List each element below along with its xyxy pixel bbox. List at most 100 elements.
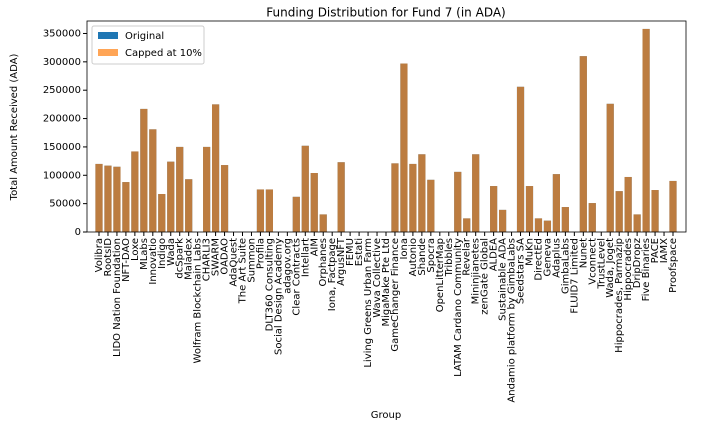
bar — [499, 209, 507, 232]
bar — [149, 129, 157, 232]
bar — [319, 214, 327, 232]
x-tick-label: MLabs — [139, 238, 150, 270]
x-tick-label: Wava Collective — [372, 238, 383, 318]
bar — [131, 151, 139, 232]
bar — [337, 162, 345, 232]
x-tick-label: Wada, Joget — [605, 238, 616, 298]
x-tick-label: Wolfram Blockchain Labs — [193, 238, 204, 363]
bar — [633, 214, 641, 232]
x-tick-label: Estati — [354, 238, 365, 266]
y-tick-label: 350000 — [43, 28, 81, 39]
bar — [427, 179, 435, 232]
bar — [220, 165, 229, 232]
x-tick-label: Orphanes — [318, 238, 329, 287]
x-tick-label: AIM — [309, 238, 320, 256]
x-tick-label: MuKn — [525, 238, 536, 266]
x-tick-label: FEMU — [345, 238, 356, 266]
bar — [472, 154, 480, 232]
x-tick-label: GimbaLabs — [560, 238, 571, 294]
bar — [534, 218, 543, 232]
y-tick-label: 100000 — [43, 170, 81, 181]
bar — [256, 189, 265, 232]
x-tick-label: zenGate Global — [480, 238, 491, 315]
bar — [418, 154, 426, 232]
y-tick-label: 200000 — [43, 114, 81, 125]
x-tick-label: Indigo — [157, 238, 168, 269]
bar — [579, 56, 587, 232]
x-tick-label: PACE — [650, 238, 661, 263]
x-tick-label: DLT360 Consulting — [264, 238, 275, 331]
x-tick-label: Autonio — [408, 238, 419, 276]
x-tick-label: Iona — [399, 238, 410, 260]
x-tick-label: The Art Suite — [238, 238, 249, 304]
x-tick-label: Loxe — [130, 238, 141, 261]
x-tick-label: Proofspace — [668, 238, 679, 293]
bar — [400, 63, 408, 233]
x-tick-label: OADAO — [220, 238, 231, 275]
y-tick-label: 300000 — [43, 57, 81, 68]
plot-frame — [86, 20, 687, 233]
bar — [624, 176, 632, 232]
x-tick-label: Five Binaries — [641, 238, 652, 301]
x-tick-label: CHARLI3 — [202, 238, 213, 281]
x-tick-label: IAMX — [659, 238, 670, 263]
x-tick-label: Adaplus — [551, 238, 562, 278]
bar — [669, 180, 677, 232]
x-tick-label: Social Design Academy — [273, 238, 284, 355]
x-tick-label: Mininjianetes — [471, 238, 482, 304]
legend-box — [91, 25, 205, 65]
legend-swatch — [98, 49, 118, 56]
x-tick-label: Summon — [246, 238, 257, 283]
x-tick-label: Clear Contracts — [291, 238, 302, 316]
bar — [104, 165, 112, 232]
bar — [552, 174, 560, 232]
bar — [409, 163, 417, 232]
x-tick-label: LIDO Nation Foundation — [112, 238, 123, 357]
x-tick-label: Maladex — [184, 238, 195, 280]
bar — [158, 193, 166, 232]
legend-swatch — [98, 32, 118, 39]
bar — [95, 163, 103, 232]
chart-title: Funding Distribution for Fund 7 (in ADA) — [266, 6, 505, 20]
x-tick-label: DirectEd — [533, 238, 544, 281]
bar — [391, 163, 399, 232]
x-tick-label: Seedstars SA — [516, 238, 527, 304]
bar — [615, 191, 623, 232]
x-tick-label: Innovatio — [148, 238, 159, 285]
x-tick-label: Iona, Factpage — [327, 238, 338, 311]
legend-label: Original — [125, 31, 164, 42]
bar — [140, 108, 148, 232]
x-tick-label: OpenLitterMap — [435, 238, 446, 312]
bar — [651, 190, 659, 232]
x-tick-label: ArgusNFT — [336, 237, 347, 286]
x-tick-label: GameChanger Finance — [390, 238, 401, 352]
x-tick-label: Andamio platform by GimbaLabs — [507, 238, 518, 403]
bar — [463, 218, 471, 232]
bar — [606, 103, 614, 232]
x-tick-label: Hippocrades — [623, 238, 634, 301]
x-tick-label: Living Greens Urban Farm — [363, 238, 374, 368]
bar — [301, 145, 309, 232]
x-tick-label: FLUID7 Limited — [569, 238, 580, 314]
x-tick-label: Hippocrades, Parmazip — [614, 238, 625, 353]
x-tick-label: Intellart — [300, 238, 311, 277]
x-tick-label: Spocra — [426, 238, 437, 273]
bar — [176, 146, 184, 232]
x-tick-label: LATAM Cardano Community — [453, 238, 464, 377]
x-tick-label: Wada — [166, 238, 177, 266]
x-tick-label: ALDEA — [489, 238, 500, 271]
bar — [525, 186, 534, 232]
x-tick-label: Revelar — [462, 237, 473, 276]
y-axis-label: Total Amount Received (ADA) — [9, 54, 20, 202]
bar — [265, 189, 273, 232]
bar — [122, 182, 130, 232]
x-tick-label: adagov.org — [282, 238, 293, 294]
x-tick-label: dcSpark — [175, 238, 186, 279]
x-tick-label: Profila — [255, 238, 266, 269]
bar — [516, 86, 525, 232]
x-tick-label: Shande — [417, 238, 428, 276]
x-axis-label: Group — [371, 410, 401, 421]
bar — [588, 203, 596, 232]
x-tick-label: SWARM — [211, 238, 222, 276]
